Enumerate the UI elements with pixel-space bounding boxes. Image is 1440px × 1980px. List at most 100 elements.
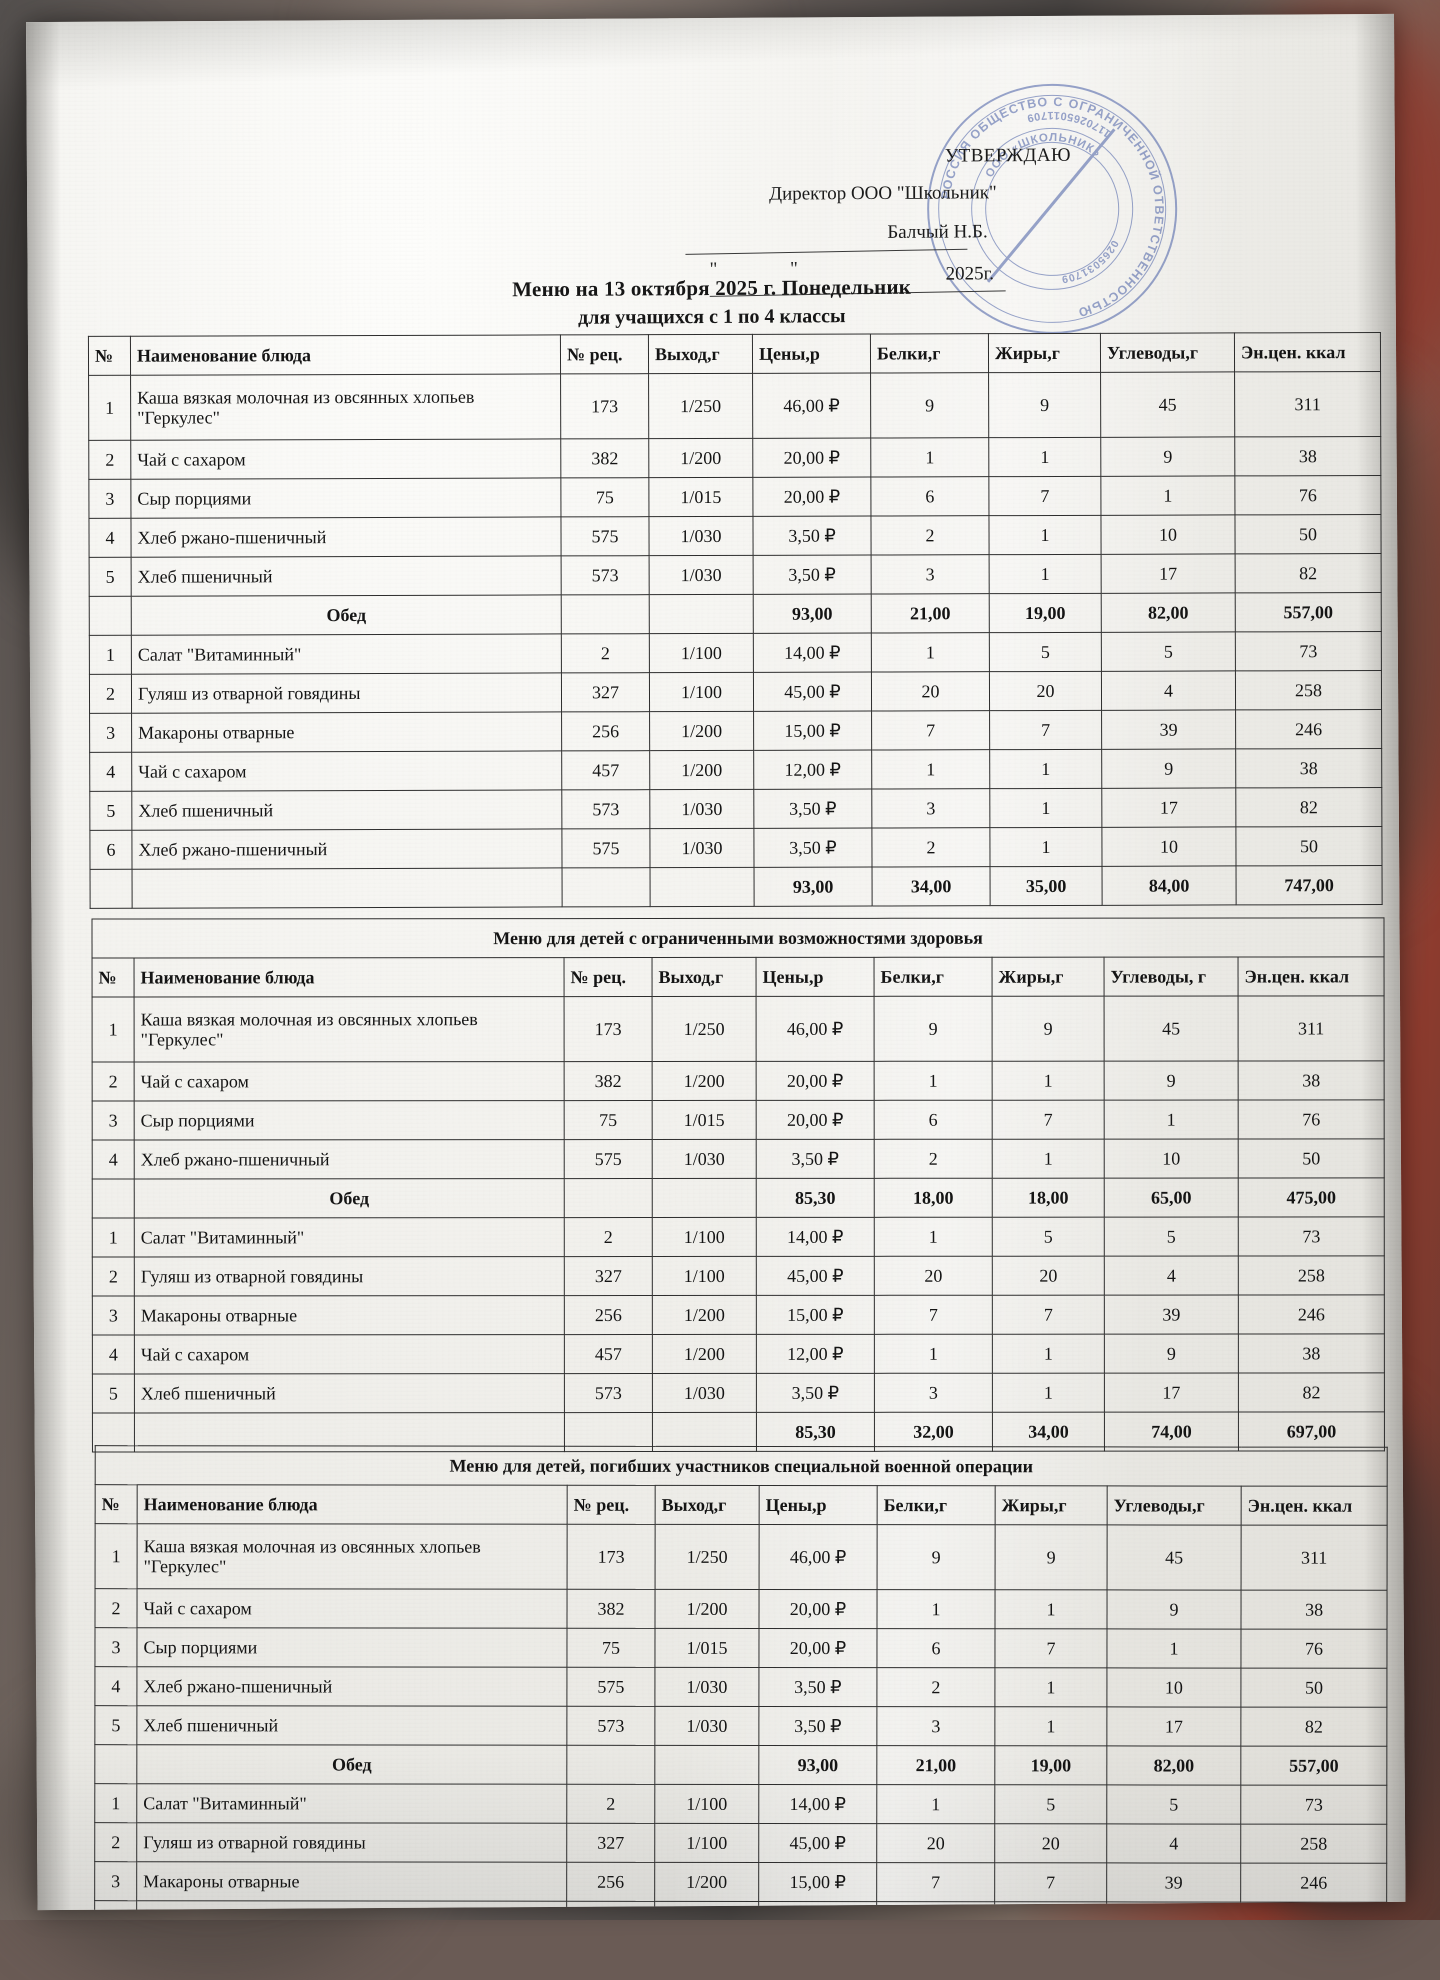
cell-num <box>90 869 133 909</box>
cell-kcal: 50 <box>1234 514 1382 554</box>
cell-fat: 1 <box>989 554 1102 594</box>
cell-price: 12,00 ₽ <box>756 1334 875 1374</box>
cell-fat: 1 <box>994 1589 1108 1629</box>
cell-kcal: 258 <box>1240 1824 1387 1864</box>
cell-carb: 4 <box>1104 1256 1239 1296</box>
cell-carb: 1 <box>1104 1100 1239 1140</box>
cell-dish-name: Чай с сахаром <box>131 750 562 792</box>
cell-num: 4 <box>92 1334 135 1375</box>
cell-price: 46,00 ₽ <box>756 996 875 1062</box>
table-row: 1 Каша вязкая молочная из овсянных хлопье… <box>95 1523 1388 1591</box>
cell-recipe-no: 327 <box>561 672 650 712</box>
cell-protein: 2 <box>870 515 990 556</box>
cell-fat: 1 <box>992 1139 1105 1179</box>
cell-num: 2 <box>94 1822 137 1862</box>
cell-recipe-no: 457 <box>564 1334 653 1374</box>
cell-fat: 7 <box>992 1295 1105 1335</box>
col-header-fat: Жиры,г <box>995 1485 1108 1525</box>
col-header-rec: № рец. <box>567 1485 656 1525</box>
cell-num: 1 <box>89 635 132 675</box>
cell-kcal: 311 <box>1238 995 1385 1062</box>
col-header-rec: № рец. <box>564 957 653 997</box>
cell-output: 1/200 <box>652 1061 757 1101</box>
cell-output: 1/250 <box>655 1524 760 1590</box>
cell-output: 1/100 <box>652 1256 757 1296</box>
table-row: 3 Сыр порциями 75 1/015 20,00 ₽6 7 1 76 <box>92 1099 1385 1141</box>
cell-num <box>92 1178 135 1219</box>
cell-carb: 4 <box>1106 1823 1241 1864</box>
col-header-kcal: Эн.цен. ккал <box>1234 332 1381 372</box>
cell-output: 1/200 <box>649 750 754 790</box>
cell-kcal-subtotal: 475,00 <box>1238 1177 1385 1218</box>
table-row: 1 Салат "Витаминный" 2 1/100 14,00 ₽1 5 5 73 <box>92 1216 1385 1258</box>
cell-fat: 20 <box>989 671 1102 711</box>
cell-fat: 5 <box>992 1217 1105 1257</box>
cell-recipe-no: 173 <box>567 1524 656 1590</box>
cell-carb-subtotal: 65,00 <box>1104 1178 1239 1218</box>
cell-kcal: 246 <box>1238 1294 1385 1335</box>
cell-output <box>654 1745 759 1785</box>
cell-dish-name: Хлеб пшеничный <box>131 555 562 597</box>
cell-num: 2 <box>92 1256 135 1297</box>
table-row: 2 Гуляш из отварной говядины 327 1/100 45,00… <box>92 1255 1385 1297</box>
director-name: Балчый Н.Б. <box>887 221 988 243</box>
cell-protein: 2 <box>876 1667 995 1707</box>
cell-output: 1/015 <box>654 1628 759 1668</box>
cell-protein: 9 <box>877 1524 996 1590</box>
cell-protein: 20 <box>871 671 990 712</box>
cell-carb: 45 <box>1107 1524 1242 1591</box>
cell-protein-subtotal: 21,00 <box>871 593 990 634</box>
cell-num: 5 <box>92 1373 135 1414</box>
cell-recipe-no <box>566 1745 655 1785</box>
col-header-out: Выход,г <box>652 957 757 997</box>
cell-price-total: 93,00 <box>754 867 873 907</box>
table-header-row: № Наименование блюда № рец. Выход,г Цены… <box>92 956 1385 998</box>
col-header-name: Наименование блюда <box>134 957 565 997</box>
cell-protein: 20 <box>874 1256 993 1296</box>
cell-output: 1/100 <box>654 1784 759 1824</box>
table-row: 5 Хлеб пшеничный 573 1/030 3,50 ₽3 1 17 82 <box>92 1372 1385 1414</box>
cell-kcal: 246 <box>1235 709 1382 749</box>
cell-dish-name: Хлеб пшеничный <box>134 1373 565 1413</box>
approval-label: УТВЕРЖДАЮ <box>944 144 1071 167</box>
cell-price: 3,50 ₽ <box>753 555 872 595</box>
cell-carb: 1 <box>1100 475 1235 516</box>
cell-kcal: 38 <box>1234 436 1381 476</box>
cell-carb-subtotal: 82,00 <box>1101 592 1236 633</box>
cell-dish-name: Гуляш из отварной говядины <box>134 1256 565 1296</box>
table-row: 2 Чай с сахаром 382 1/200 20,00 ₽1 1 9 38 <box>92 1060 1385 1102</box>
table-row: 2 Гуляш из отварной говядины 327 1/100 45,00… <box>89 670 1382 714</box>
cell-fat: 1 <box>988 515 1102 555</box>
cell-carb: 9 <box>1104 1061 1239 1101</box>
director-title-line: Директор ООО "Школьник" <box>769 182 997 205</box>
cell-recipe-no: 256 <box>566 1862 655 1902</box>
cell-kcal: 311 <box>1234 371 1381 437</box>
cell-price: 3,50 ₽ <box>753 828 873 868</box>
cell-fat: 1 <box>989 749 1102 789</box>
cell-dish-name: Каша вязкая молочная из овсянных хлопьев… <box>137 1523 568 1590</box>
cell-recipe-no: 256 <box>561 711 650 751</box>
col-header-kcal: Эн.цен. ккал <box>1238 956 1385 997</box>
cell-protein: 3 <box>871 554 990 595</box>
table-row: 1 Салат "Витаминный" 2 1/100 14,00 ₽1 5 5 73 <box>89 631 1382 675</box>
cell-protein: 1 <box>871 632 990 673</box>
cell-price: 3,50 ₽ <box>758 1706 877 1746</box>
cell-output: 1/250 <box>648 373 753 439</box>
cell-num: 2 <box>92 1061 135 1102</box>
table-header-row: № Наименование блюда № рец. Выход,г Цены… <box>88 332 1381 376</box>
col-header-carb: Углеводы, г <box>1104 957 1239 997</box>
cell-dish-name: Каша вязкая молочная из овсянных хлопьев… <box>134 996 565 1062</box>
cell-kcal: 82 <box>1240 1707 1388 1747</box>
cell-kcal-subtotal: 557,00 <box>1235 592 1382 632</box>
cell-price: 14,00 ₽ <box>758 1784 877 1824</box>
cell-fat: 7 <box>988 476 1101 516</box>
section-title-row: Меню для детей с ограниченными возможнос… <box>91 917 1385 959</box>
table-body-ovz: 1 Каша вязкая молочная из овсянных хлопье… <box>92 995 1385 1453</box>
cell-dish-name: Макароны отварные <box>136 1861 567 1902</box>
cell-price: 3,50 ₽ <box>752 516 872 556</box>
cell-price: 15,00 ₽ <box>756 1295 875 1335</box>
col-header-price: Цены,р <box>752 334 871 374</box>
cell-protein: 2 <box>874 1139 993 1179</box>
cell-price: 20,00 ₽ <box>756 1100 875 1140</box>
col-header-price: Цены,р <box>756 957 875 997</box>
